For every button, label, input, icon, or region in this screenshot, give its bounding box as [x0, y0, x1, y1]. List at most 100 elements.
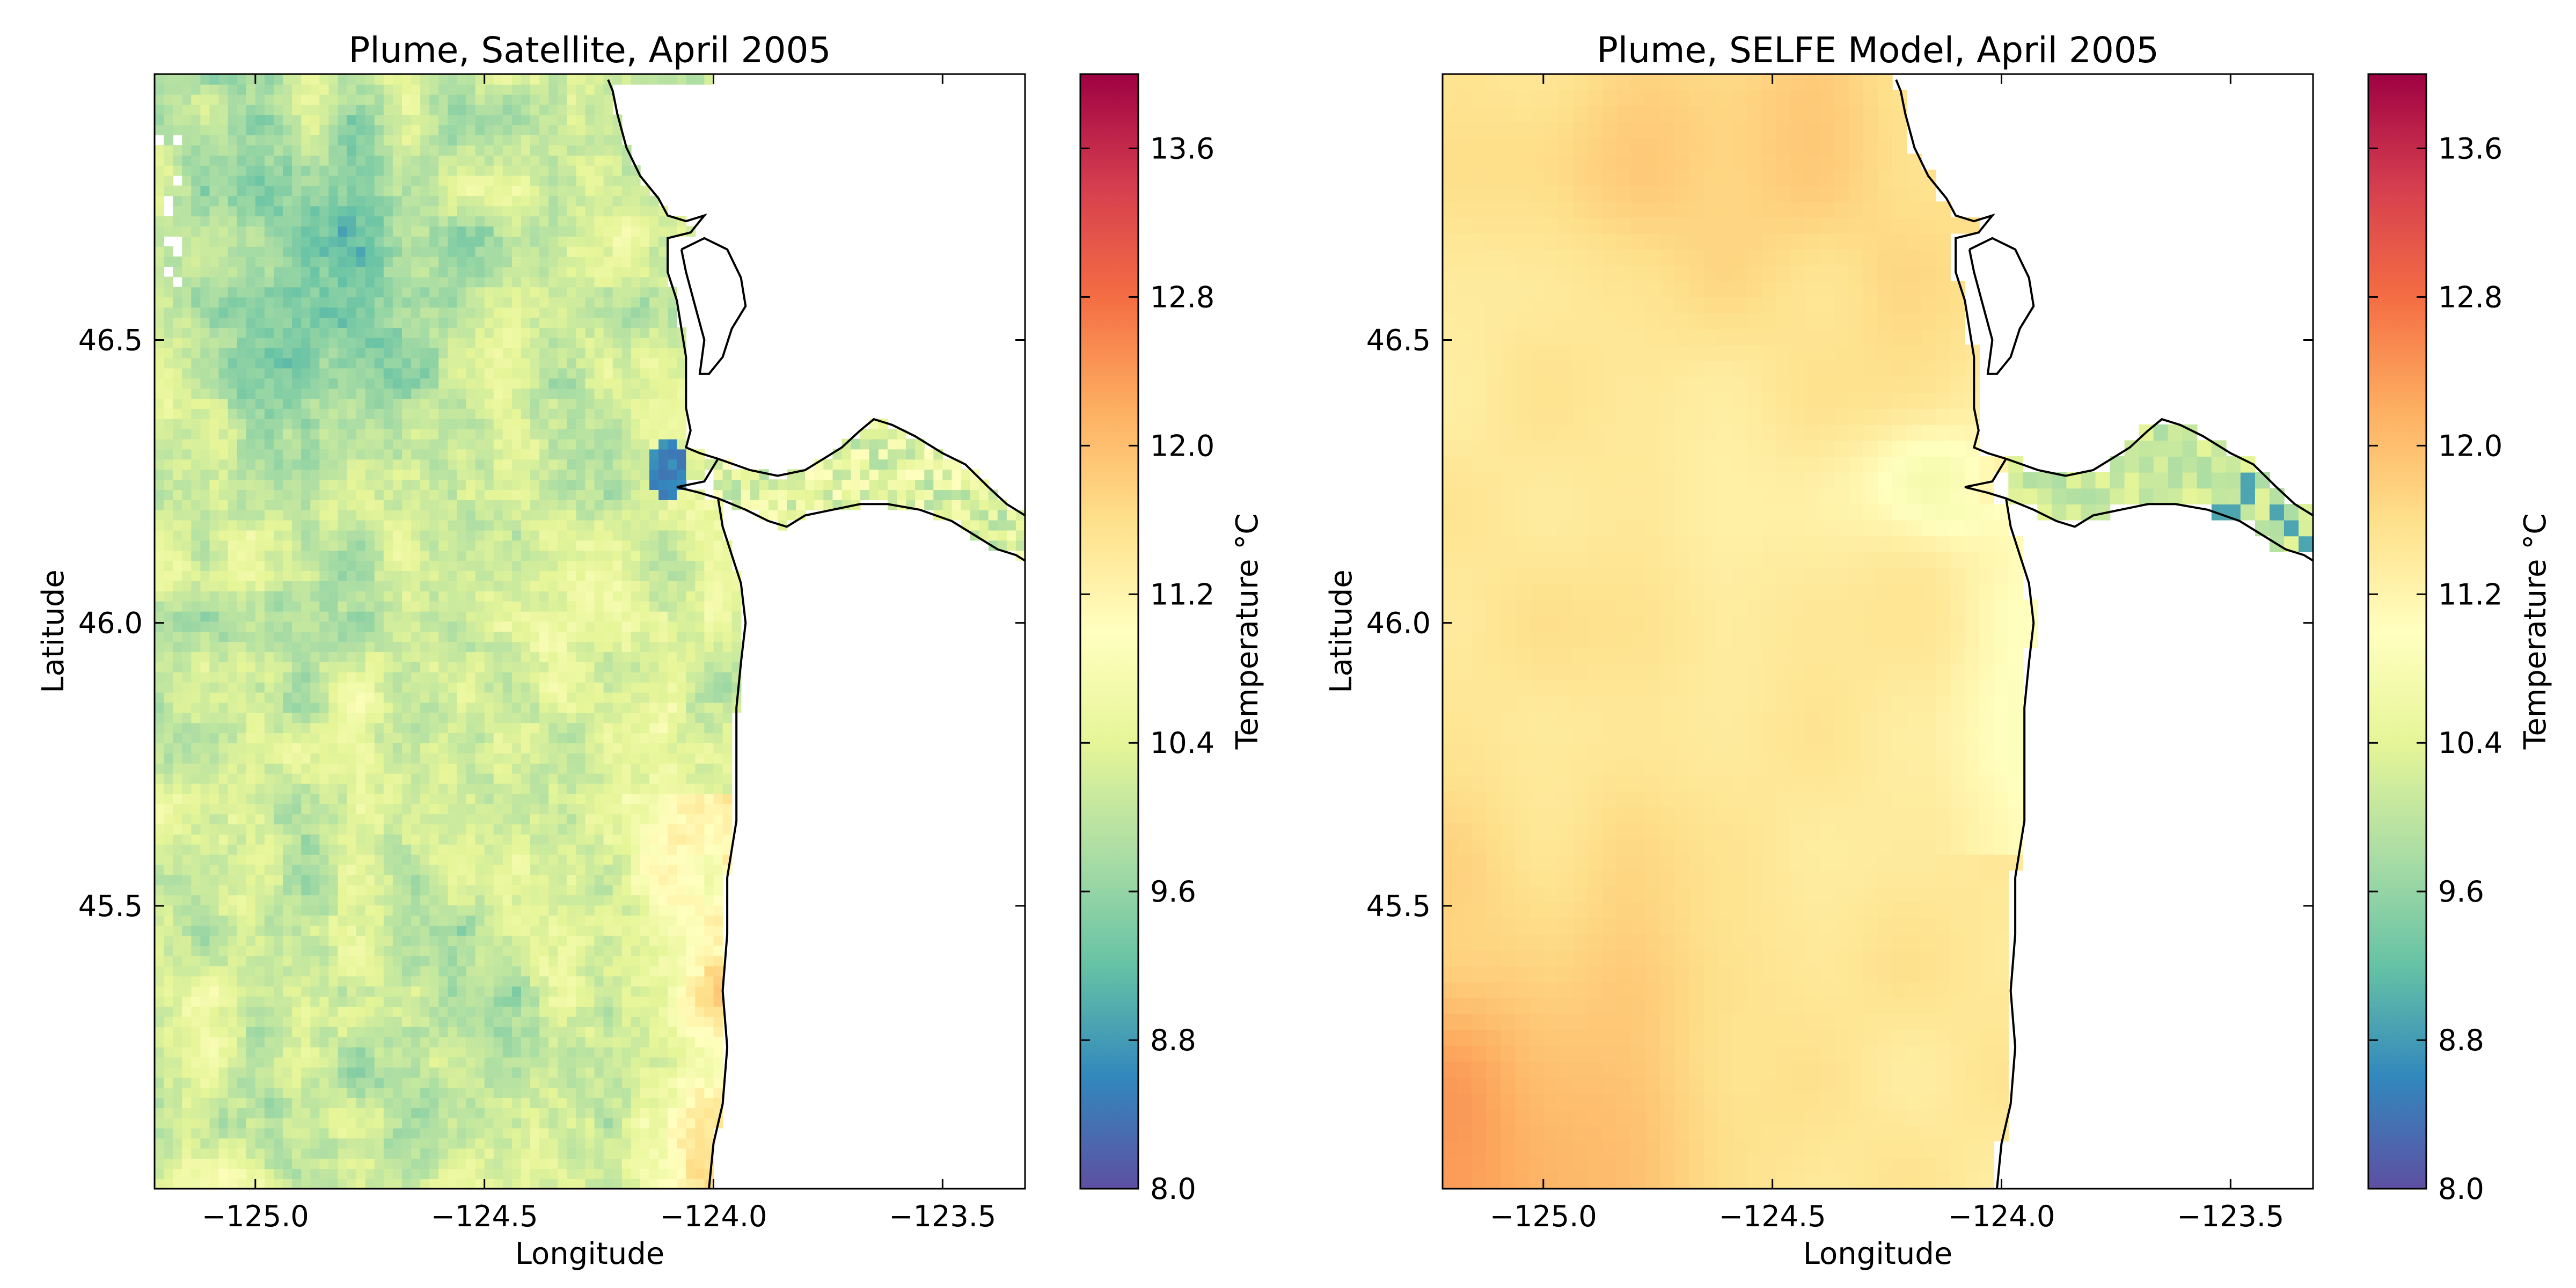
field-cell: [347, 803, 357, 815]
field-cell: [383, 722, 393, 734]
field-cell: [264, 945, 274, 956]
field-cell: [356, 611, 366, 622]
field-cell: [539, 1057, 549, 1068]
field-cell: [475, 1128, 485, 1139]
field-cell: [539, 1067, 549, 1078]
field-cell: [200, 652, 210, 662]
field-cell: [493, 945, 503, 956]
field-cell: [658, 1036, 668, 1048]
field-cell: [612, 884, 623, 896]
field-cell: [274, 722, 283, 734]
field-cell: [392, 955, 402, 967]
field-cell: [475, 793, 485, 804]
field-cell: [237, 428, 247, 440]
field-cell: [228, 864, 238, 875]
field-cell: [411, 976, 421, 987]
field-cell: [392, 935, 402, 946]
field-cell: [173, 438, 182, 450]
field-cell: [173, 945, 182, 956]
field-cell: [173, 935, 182, 946]
field-cell: [530, 763, 540, 774]
field-cell: [173, 428, 182, 440]
field-cell: [521, 743, 531, 753]
field-cell: [264, 581, 274, 591]
field-cell: [695, 530, 705, 541]
field-cell: [631, 1097, 641, 1108]
field-cell: [218, 560, 229, 571]
field-cell: [246, 1057, 256, 1068]
field-cell: [237, 976, 247, 987]
field-cell: [897, 449, 906, 460]
field-cell: [713, 753, 723, 764]
field-cell: [502, 783, 513, 794]
field-cell: [310, 1067, 320, 1078]
field-cell: [283, 641, 292, 653]
field-cell: [264, 935, 274, 946]
field-cell: [731, 601, 742, 612]
field-cell: [475, 854, 485, 865]
field-cell: [677, 854, 687, 865]
field-cell: [576, 500, 586, 510]
field-cell: [319, 500, 330, 510]
field-cell: [484, 925, 494, 936]
field-cell: [576, 1148, 586, 1159]
field-cell: [429, 1026, 440, 1037]
field-cell: [164, 519, 173, 531]
field-cell: [237, 702, 247, 713]
field-cell: [631, 773, 641, 784]
field-cell: [558, 540, 568, 551]
field-cell: [466, 419, 476, 429]
field-cell: [274, 753, 283, 764]
field-cell: [200, 682, 210, 693]
field-cell: [640, 793, 650, 804]
field-cell: [301, 570, 311, 581]
field-cell: [860, 428, 870, 440]
field-cell: [164, 834, 173, 845]
field-cell: [209, 419, 219, 429]
field-cell: [246, 652, 256, 662]
field-cell: [539, 753, 549, 764]
field-cell: [594, 1077, 604, 1088]
field-cell: [475, 1016, 485, 1027]
field-cell: [283, 570, 292, 581]
field-cell: [548, 763, 559, 774]
field-cell: [255, 1138, 265, 1149]
field-cell: [301, 601, 311, 612]
field-cell: [612, 733, 623, 743]
field-cell: [558, 570, 568, 581]
field-cell: [640, 469, 650, 480]
field-cell: [392, 500, 402, 510]
field-cell: [869, 438, 879, 450]
field-cell: [301, 712, 311, 723]
field-cell: [612, 1138, 623, 1149]
field-cell: [548, 895, 559, 906]
field-cell: [200, 722, 210, 734]
field-cell: [338, 662, 348, 672]
field-cell: [310, 793, 320, 804]
field-cell: [218, 955, 229, 967]
field-cell: [301, 519, 311, 531]
field-cell: [548, 1148, 559, 1159]
field-cell: [155, 1006, 164, 1017]
field-cell: [264, 641, 274, 653]
field-cell: [218, 986, 229, 997]
field-cell: [603, 601, 613, 612]
field-cell: [319, 581, 330, 591]
field-cell: [686, 864, 696, 875]
field-cell: [402, 996, 412, 1007]
field-cell: [164, 1128, 173, 1139]
field-cell: [466, 479, 476, 490]
field-cell: [621, 652, 632, 662]
field-cell: [668, 672, 677, 683]
field-cell: [695, 1107, 705, 1118]
field-cell: [200, 1087, 210, 1098]
field-cell: [649, 884, 659, 896]
field-cell: [182, 996, 192, 1007]
field-cell: [576, 631, 586, 642]
field-cell: [869, 428, 879, 440]
field-cell: [255, 1128, 265, 1139]
field-cell: [438, 895, 449, 906]
field-cell: [319, 824, 330, 835]
field-cell: [264, 986, 274, 997]
field-cell: [402, 935, 412, 946]
